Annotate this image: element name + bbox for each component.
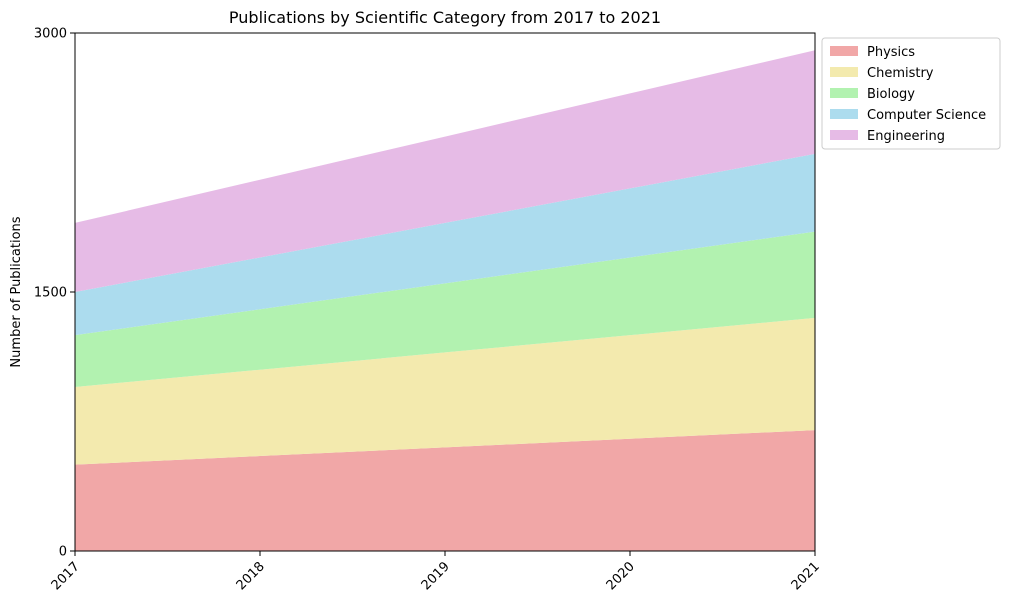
legend-swatch-chemistry [830,67,858,77]
chart-title: Publications by Scientific Category from… [229,8,661,27]
legend-box [821,37,1001,150]
x-tick-label: 2017 [49,559,83,593]
legend-swatch-engineering [830,130,858,140]
x-tick-label: 2021 [789,559,823,593]
legend-label-engineering: Engineering [867,129,945,144]
y-axis-label: Number of Publications [9,216,24,367]
legend-label-biology: Biology [867,87,915,102]
x-tick-label: 2018 [234,559,268,593]
area-computer-science [75,153,815,336]
legend-label-computer-science: Computer Science [867,108,986,123]
legend-swatch-biology [830,88,858,98]
legend: Physics Chemistry Biology Computer Science E… [821,37,1001,150]
x-tick-label: 2019 [419,559,453,593]
area-engineering [75,50,815,293]
area-biology [75,231,815,387]
legend-label-chemistry: Chemistry [867,66,934,81]
legend-label-physics: Physics [867,45,915,60]
y-tick-label: 3000 [34,27,67,42]
y-tick-label: 1500 [34,286,67,301]
legend-swatch-physics [830,46,858,56]
area-physics [75,430,815,551]
area-series-group [75,50,815,551]
x-tick-label: 2020 [604,559,638,593]
area-chemistry [75,317,815,465]
legend-swatch-computer-science [830,109,858,119]
y-tick-label: 0 [59,545,67,560]
